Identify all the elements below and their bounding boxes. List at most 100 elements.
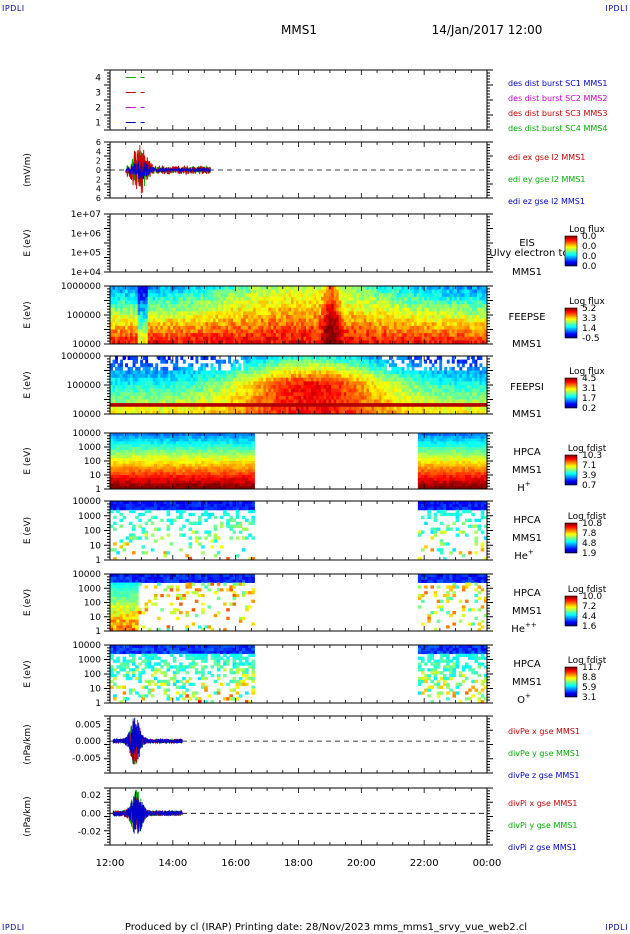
colorbar-tick-label: 0.0 bbox=[582, 232, 597, 242]
y-axis-label: E (eV) bbox=[23, 229, 33, 256]
colorbar-tick-label: 3.9 bbox=[582, 471, 597, 481]
panel-frame bbox=[109, 644, 488, 704]
panel-divpe: (nPa/km) 0.005 0.000 -0.005 divPe x gse MMS1… bbox=[23, 715, 580, 780]
instrument-label: FEEPSI bbox=[510, 382, 544, 393]
y-tick-label: 100 bbox=[84, 599, 101, 609]
y-tick-label: 10 bbox=[90, 685, 102, 695]
y-tick-label: 1000000 bbox=[61, 352, 101, 362]
y-tick-label: 1000 bbox=[78, 512, 101, 522]
y-axis-label: (nPa/km) bbox=[23, 796, 33, 836]
colorbar-title: Log fdist bbox=[568, 512, 607, 522]
y-tick-label: 4 bbox=[96, 185, 101, 194]
y-tick-label: 10000 bbox=[72, 641, 101, 651]
time-tick-label: 18:00 bbox=[284, 858, 313, 869]
y-tick-label: 1e+04 bbox=[71, 268, 102, 278]
y-tick-label: 1 bbox=[95, 627, 101, 637]
time-tick-label: 14:00 bbox=[158, 858, 187, 869]
footer-credits: Produced by cl (IRAP) Printing date: 28/… bbox=[125, 922, 527, 933]
spacecraft-label: MMS1 bbox=[512, 465, 542, 476]
colorbar bbox=[564, 235, 578, 267]
colorbar-tick-label: 1.4 bbox=[582, 324, 597, 334]
series-line-edi-ez-gse-l2-MMS1 bbox=[125, 161, 211, 180]
panel-frame bbox=[109, 500, 488, 561]
y-tick-label: 10000 bbox=[72, 340, 101, 350]
legend-entry: divPe z gse MMS1 bbox=[508, 771, 579, 780]
legend-entry: divPi z gse MMS1 bbox=[508, 843, 577, 852]
y-tick-label: 10000 bbox=[72, 497, 101, 507]
corner-label-top-right: IPDLI bbox=[605, 4, 628, 13]
instrument-label: EIS bbox=[519, 238, 535, 249]
panel-frame bbox=[109, 715, 488, 774]
legend-entry: divPe x gse MMS1 bbox=[508, 727, 580, 736]
colorbar bbox=[564, 595, 578, 627]
instrument-label: HPCA bbox=[513, 515, 541, 526]
spacecraft-label: MMS1 bbox=[512, 606, 542, 617]
colorbar bbox=[564, 666, 578, 698]
legend-entry: divPi y gse MMS1 bbox=[508, 821, 577, 830]
colorbar bbox=[564, 522, 578, 554]
y-tick-label: 0.005 bbox=[75, 720, 101, 730]
time-tick-label: 22:00 bbox=[410, 858, 439, 869]
colorbar-tick-label: 0.7 bbox=[582, 481, 596, 491]
colorbar-tick-label: 7.1 bbox=[582, 461, 596, 471]
instrument-label: HPCA bbox=[513, 447, 541, 458]
y-tick-label: 100000 bbox=[67, 381, 102, 391]
y-axis-label: (nPa/km) bbox=[23, 724, 33, 764]
header-spacecraft: MMS1 bbox=[281, 23, 317, 37]
y-tick-label: 4 bbox=[96, 147, 101, 156]
y-tick-label: 6 bbox=[96, 194, 101, 203]
y-tick-label: -0.02 bbox=[78, 827, 101, 837]
plot-stack: 1 2 3 4 des dist burst SC1 MMS1 des dist burs… bbox=[23, 69, 607, 852]
y-tick-label: 1 bbox=[95, 485, 101, 495]
species-label: O+ bbox=[517, 692, 531, 706]
spacecraft-label: MMS1 bbox=[512, 339, 542, 350]
colorbar-title: Log fdist bbox=[568, 585, 607, 595]
legend-entry: des dist burst SC3 MMS3 bbox=[508, 109, 607, 118]
series-line-divPe-z-gse-MMS1 bbox=[112, 717, 183, 765]
y-tick-label: 10 bbox=[90, 471, 102, 481]
y-tick-label: 100 bbox=[84, 527, 101, 537]
time-tick-label: 12:00 bbox=[96, 858, 125, 869]
species-label: Ulvy electron to bbox=[489, 248, 568, 259]
colorbar-tick-label: 3.1 bbox=[582, 693, 596, 703]
colorbar-tick-label: 1.7 bbox=[582, 394, 596, 404]
spectrogram-cells bbox=[110, 645, 488, 704]
y-tick-label: 6 bbox=[96, 138, 101, 147]
colorbar-tick-label: 5.9 bbox=[582, 683, 597, 693]
y-tick-label: 2 bbox=[96, 175, 101, 184]
y-tick-label: 1000 bbox=[78, 443, 101, 453]
colorbar-tick-label: 8.8 bbox=[582, 673, 597, 683]
y-tick-label: 2 bbox=[96, 157, 101, 166]
y-tick-label: 10000 bbox=[72, 429, 101, 439]
y-tick-label: 4 bbox=[95, 74, 101, 84]
y-axis-label: E (eV) bbox=[23, 517, 33, 544]
time-tick-label: 16:00 bbox=[221, 858, 250, 869]
instrument-label: FEEPSE bbox=[508, 312, 545, 323]
time-tick-label: 00:00 bbox=[473, 858, 502, 869]
corner-label-bottom-right: IPDLI bbox=[605, 923, 628, 932]
colorbar-title: Log fdist bbox=[568, 656, 607, 666]
y-tick-label: 100 bbox=[84, 670, 101, 680]
colorbar bbox=[564, 454, 578, 486]
spectrogram-cells bbox=[110, 433, 488, 490]
y-tick-label: 1000000 bbox=[61, 282, 101, 292]
y-tick-label: 1000 bbox=[78, 656, 101, 666]
panel-dist-burst: 1 2 3 4 des dist burst SC1 MMS1 des dist burs… bbox=[95, 69, 607, 133]
corner-label-bottom-left: IPDLI bbox=[2, 923, 25, 932]
legend-entry: edi ey gse l2 MMS1 bbox=[508, 175, 586, 184]
species-label: H+ bbox=[517, 480, 531, 494]
corner-label-top-left: IPDLI bbox=[2, 4, 25, 13]
y-axis-label: E (eV) bbox=[23, 301, 33, 328]
panel-frame bbox=[109, 355, 488, 415]
legend-entry: divPi x gse MMS1 bbox=[508, 799, 577, 808]
legend-entry: des dist burst SC2 MMS2 bbox=[508, 94, 607, 103]
colorbar-tick-label: 7.8 bbox=[582, 529, 597, 539]
colorbar-tick-label: 0.0 bbox=[582, 242, 597, 252]
y-axis-label: E (eV) bbox=[23, 589, 33, 616]
colorbar bbox=[564, 377, 578, 409]
y-axis-label: E (eV) bbox=[23, 371, 33, 398]
instrument-label: HPCA bbox=[513, 588, 541, 599]
panel-frame bbox=[109, 573, 488, 632]
panel-frame bbox=[109, 787, 488, 846]
